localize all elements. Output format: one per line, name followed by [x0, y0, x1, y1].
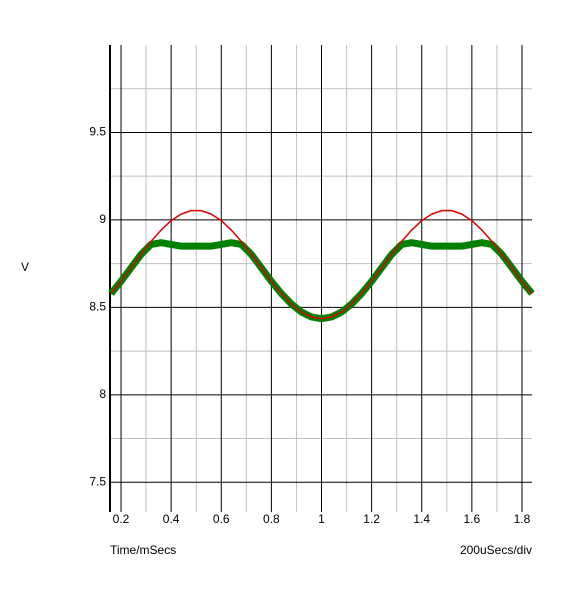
- y-tick-label: 8.5: [89, 300, 106, 314]
- y-tick-label: 8: [99, 387, 106, 401]
- y-tick-label: 9.5: [89, 125, 106, 139]
- x-tick-label: 0.6: [213, 512, 230, 526]
- y-tick-label: 7.5: [89, 474, 106, 488]
- y-axis-label: V: [21, 260, 29, 274]
- x-tick-label: 1.2: [363, 512, 380, 526]
- x-tick-label: 1.4: [413, 512, 430, 526]
- scale-note: 200uSecs/div: [460, 543, 532, 557]
- x-tick-label: 0.2: [113, 512, 130, 526]
- x-tick-label: 0.8: [263, 512, 280, 526]
- series-line: [110, 209, 533, 320]
- y-tick-label: 9: [99, 212, 106, 226]
- x-tick-label: 1.6: [464, 512, 481, 526]
- x-tick-label: 1.8: [514, 512, 531, 526]
- x-axis-label: Time/mSecs: [110, 543, 176, 557]
- x-tick-label: 0.4: [163, 512, 180, 526]
- x-tick-label: 1: [318, 512, 325, 526]
